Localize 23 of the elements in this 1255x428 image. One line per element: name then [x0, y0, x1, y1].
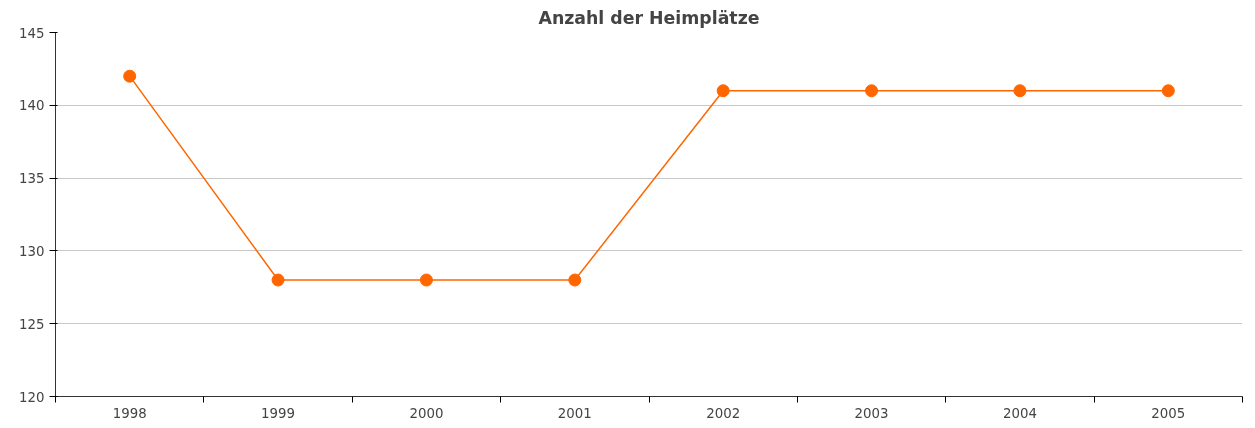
y-tick-label: 120: [19, 389, 45, 405]
x-tick-label: 2004: [1002, 405, 1037, 421]
point: [271, 273, 285, 287]
x-tick-label: 2005: [1151, 405, 1186, 421]
x-tick-label: 2002: [706, 405, 741, 421]
y-tick-label: 125: [19, 316, 45, 332]
point: [419, 273, 433, 287]
x-tick-label: 2000: [409, 405, 444, 421]
point: [716, 84, 730, 98]
x-tick-label: 1998: [112, 405, 147, 421]
chart-title: Anzahl der Heimplätze: [538, 7, 760, 28]
point: [568, 273, 582, 287]
y-tick-label: 135: [19, 171, 45, 187]
point: [1161, 84, 1175, 98]
x-tick-label: 2003: [854, 405, 889, 421]
y-tick-label: 145: [19, 25, 45, 41]
point: [865, 84, 879, 98]
point: [123, 69, 137, 83]
y-tick-label: 140: [19, 98, 45, 114]
point: [1013, 84, 1027, 98]
y-tick-label: 130: [19, 243, 45, 259]
x-tick-label: 2001: [557, 405, 592, 421]
x-tick-label: 1999: [261, 405, 296, 421]
